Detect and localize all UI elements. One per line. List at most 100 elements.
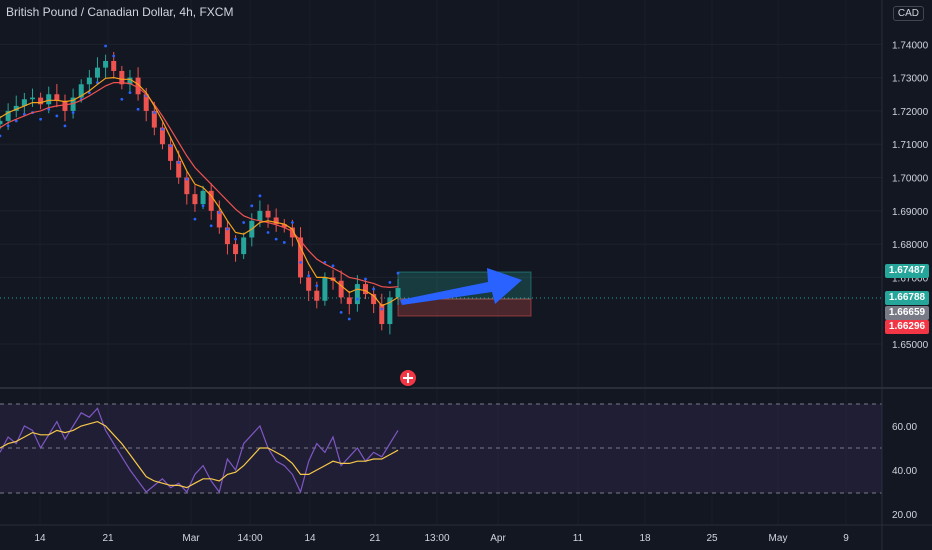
psar-dot: [112, 54, 116, 58]
stop-price-tag: 1.66296: [885, 320, 929, 334]
candle-body: [127, 77, 133, 85]
candle-body: [13, 105, 19, 111]
price-tick-label: 1.73000: [892, 74, 929, 85]
psar-dot: [136, 107, 140, 111]
candle-body: [306, 277, 312, 291]
psar-dot: [47, 107, 51, 111]
price-tick-label: 1.68000: [892, 240, 929, 251]
candle-body: [103, 60, 109, 68]
candle-body: [371, 294, 377, 305]
candle-body: [94, 67, 100, 78]
psar-dot: [128, 91, 132, 95]
rsi-axis-labels: 60.00 40.00 20.00: [892, 422, 917, 521]
time-tick-label: 9: [843, 533, 849, 544]
candle-body: [119, 70, 125, 85]
psar-dot: [347, 317, 351, 321]
psar-dot: [185, 177, 189, 181]
candle-body: [86, 77, 92, 85]
time-tick-label: 11: [573, 533, 584, 544]
price-tick-label: 1.69000: [892, 207, 929, 218]
psar-dot: [234, 237, 237, 241]
psar-dot: [152, 111, 156, 114]
candle-body: [379, 304, 385, 325]
candles: [0, 51, 401, 335]
target-price-tag: 1.67487: [885, 264, 929, 278]
psar-dot: [14, 119, 18, 123]
candle-body: [111, 60, 117, 71]
currency-button[interactable]: CAD: [892, 6, 924, 21]
psar-dot: [226, 227, 229, 231]
candle-body: [184, 177, 190, 195]
psar-dot: [6, 124, 10, 128]
candle-body: [159, 127, 165, 145]
psar-dot: [193, 217, 197, 221]
price-tick-label: 1.71000: [892, 140, 929, 151]
entry-price-tag: 1.66788: [885, 291, 929, 305]
symbol-title[interactable]: British Pound / Canadian Dollar, 4h, FXC…: [6, 5, 234, 19]
psar-dot: [250, 204, 254, 208]
rsi-tick-label: 40.00: [892, 466, 917, 477]
psar-dot: [396, 271, 400, 275]
psar-dot: [388, 281, 392, 284]
candle-body: [395, 288, 401, 298]
candle-body: [216, 210, 222, 228]
psar-dot: [71, 111, 75, 114]
candle-body: [70, 97, 76, 111]
psar-dot: [201, 204, 205, 208]
price-axis-labels: 1.74000 1.73000 1.72000 1.71000 1.70000 1.690…: [892, 40, 929, 351]
candle-body: [208, 190, 214, 211]
price-tick-label: 1.67000: [892, 273, 929, 284]
candle-body: [314, 290, 320, 301]
psar-dot: [169, 144, 172, 148]
psar-dot: [258, 194, 262, 198]
candle-body: [192, 194, 198, 205]
current-price-tag: 1.66659: [885, 306, 929, 320]
candle-body: [78, 84, 84, 98]
candle-body: [298, 237, 304, 278]
psar-dot: [331, 264, 335, 268]
rsi-line: [0, 407, 399, 494]
psar-dots: [0, 44, 400, 321]
psar-dot: [22, 112, 26, 116]
candle-body: [135, 77, 141, 95]
candle-body: [233, 244, 239, 255]
psar-dot: [266, 231, 270, 234]
psar-dot: [355, 297, 359, 301]
ma-fast-line: [0, 76, 399, 307]
rsi-tick-label: 20.00: [892, 510, 917, 521]
rsi-ma-line: [0, 420, 399, 489]
time-tick-label: 13:00: [424, 533, 449, 544]
candle-body: [62, 100, 68, 111]
psar-dot: [55, 114, 59, 118]
forecast-arrow[interactable]: [400, 268, 522, 305]
time-tick-label: 25: [706, 533, 718, 544]
candle-body: [168, 144, 174, 161]
time-tick-label: 14: [34, 533, 46, 544]
psar-dot: [307, 274, 311, 278]
psar-dot: [0, 134, 2, 138]
psar-dot: [242, 221, 246, 224]
price-tick-label: 1.74000: [892, 40, 929, 51]
candle-body: [0, 120, 3, 125]
time-tick-label: May: [769, 533, 788, 544]
uk-flag-icon[interactable]: [398, 368, 418, 388]
price-tick-label: 1.72000: [892, 107, 929, 118]
candle-body: [289, 227, 295, 238]
time-axis-labels: 14 21 Mar 14:00 14 21 13:00 Apr 11 18 25 May 9: [34, 533, 849, 544]
candle-body: [29, 97, 35, 100]
psar-dot: [161, 127, 164, 131]
candle-body: [46, 94, 52, 105]
candle-body: [38, 97, 44, 105]
psar-dot: [177, 161, 181, 164]
candle-body: [354, 284, 360, 305]
psar-dot: [209, 224, 213, 228]
psar-dot: [380, 307, 384, 311]
candle-body: [257, 210, 263, 221]
time-tick-label: 18: [639, 533, 651, 544]
price-tick-label: 1.70000: [892, 174, 929, 185]
stop-zone[interactable]: [397, 298, 532, 317]
candle-body: [224, 227, 230, 245]
candle-body: [200, 190, 206, 205]
time-tick-label: 21: [102, 533, 114, 544]
